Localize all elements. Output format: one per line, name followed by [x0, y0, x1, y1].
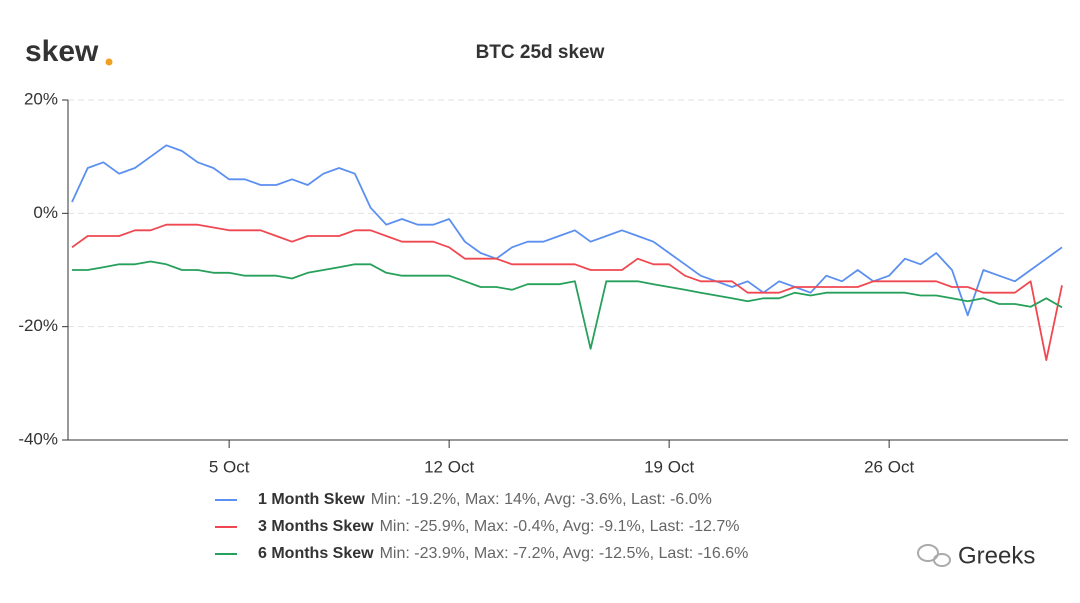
legend-name: 3 Months Skew	[258, 518, 374, 535]
legend-stats: Min: -23.9%, Max: -7.2%, Avg: -12.5%, La…	[380, 545, 749, 562]
chart-title: BTC 25d skew	[476, 42, 605, 63]
legend-name: 1 Month Skew	[258, 491, 365, 508]
y-tick-label: -20%	[18, 316, 58, 335]
y-tick-label: 0%	[33, 203, 58, 222]
series-line	[71, 223, 1063, 361]
watermark: Greeks	[958, 542, 1035, 569]
logo-dot	[105, 58, 113, 66]
y-tick-label: -40%	[18, 429, 58, 448]
watermark-icon	[917, 544, 951, 567]
legend-stats: Min: -19.2%, Max: 14%, Avg: -3.6%, Last:…	[371, 491, 712, 508]
legend-stats: Min: -25.9%, Max: -0.4%, Avg: -9.1%, Las…	[380, 518, 740, 535]
y-tick-label: 20%	[24, 89, 58, 108]
series-line	[71, 144, 1063, 317]
x-tick-label: 12 Oct	[424, 457, 474, 476]
x-tick-label: 19 Oct	[644, 457, 694, 476]
legend-name: 6 Months Skew	[258, 545, 374, 562]
legend-entry: 1 Month Skew Min: -19.2%, Max: 14%, Avg: …	[258, 491, 712, 508]
logo: skew	[25, 35, 99, 68]
series-line	[72, 260, 1063, 350]
x-tick-label: 5 Oct	[209, 457, 250, 476]
legend-entry: 6 Months Skew Min: -23.9%, Max: -7.2%, Av…	[258, 545, 748, 562]
x-tick-label: 26 Oct	[864, 457, 914, 476]
legend-entry: 3 Months Skew Min: -25.9%, Max: -0.4%, Av…	[258, 518, 739, 535]
